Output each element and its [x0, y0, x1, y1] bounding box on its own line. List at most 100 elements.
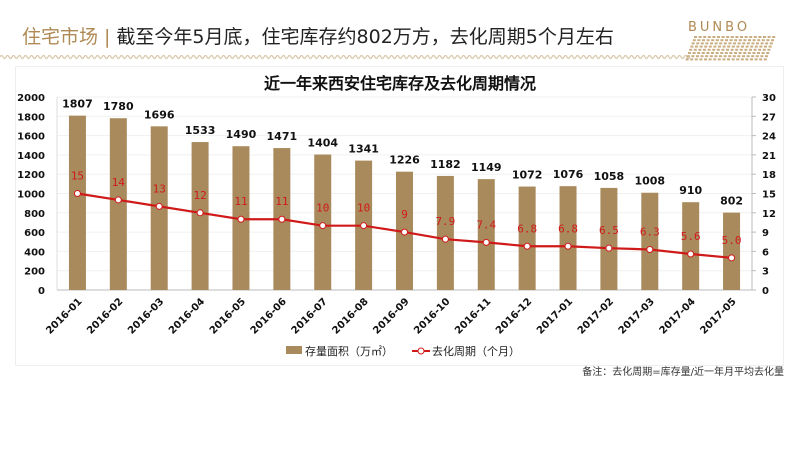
y-left-tick-label: 0	[38, 286, 45, 297]
y-left-tick-label: 400	[24, 247, 45, 258]
slide-header: 住宅市场 | 截至今年5月底，住宅库存约802万方，去化周期5个月左右	[22, 22, 614, 49]
bar	[559, 186, 577, 290]
bar	[109, 118, 127, 290]
bar-data-label: 1780	[103, 100, 134, 113]
separator: |	[104, 26, 111, 48]
line-point	[646, 245, 654, 253]
line-point	[441, 235, 449, 243]
bar	[477, 179, 495, 290]
x-tick-label: 2016-02	[85, 296, 125, 336]
line-data-label: 6.8	[517, 222, 537, 235]
line-data-label: 6.8	[558, 222, 578, 235]
bar-data-label: 802	[720, 195, 743, 208]
line-data-label: 13	[153, 182, 166, 195]
legend-bar-swatch	[286, 346, 302, 354]
y-right-tick-label: 27	[762, 112, 776, 123]
line-point	[196, 209, 204, 217]
y-left-tick-label: 1000	[17, 190, 45, 201]
line-point	[73, 190, 81, 197]
y-left-tick-label: 1400	[17, 151, 45, 162]
line-point	[319, 222, 327, 230]
line-data-label: 9	[401, 208, 408, 221]
y-right-tick-label: 12	[762, 209, 776, 220]
bar-data-label: 1404	[307, 137, 338, 150]
bar	[641, 192, 659, 290]
x-tick-label: 2016-07	[290, 296, 330, 336]
chart-title: 近一年来西安住宅库存及去化周期情况	[263, 74, 536, 93]
bar-data-label: 1533	[185, 124, 216, 137]
y-left-tick-label: 2000	[17, 93, 45, 104]
x-tick-label: 2016-08	[331, 296, 371, 336]
y-left-tick-label: 800	[24, 209, 45, 220]
line-data-label: 11	[234, 195, 247, 208]
y-left-tick-label: 600	[24, 228, 45, 239]
line-point	[564, 242, 572, 250]
line-point	[360, 222, 368, 230]
y-right-tick-label: 0	[762, 286, 769, 297]
y-left-tick-label: 1600	[17, 132, 45, 143]
line-data-label: 10	[357, 202, 370, 215]
line-data-label: 14	[112, 176, 126, 189]
bar	[68, 115, 86, 290]
x-tick-label: 2016-04	[167, 296, 207, 336]
line-point	[482, 238, 490, 246]
bar-data-label: 910	[679, 184, 702, 197]
bar-data-label: 1807	[62, 98, 93, 111]
x-tick-label: 2017-03	[617, 296, 657, 336]
chart-panel	[15, 66, 784, 366]
line-data-label: 12	[193, 189, 206, 202]
x-tick-label: 2016-10	[412, 296, 452, 336]
y-right-tick-label: 15	[762, 190, 776, 201]
y-right-tick-label: 18	[762, 170, 776, 181]
line-point	[728, 254, 736, 262]
x-tick-label: 2016-03	[126, 296, 166, 336]
line-point	[278, 215, 286, 223]
x-tick-label: 2016-11	[453, 296, 493, 336]
line-data-label: 15	[71, 170, 84, 183]
x-tick-label: 2016-01	[44, 296, 84, 336]
x-tick-label: 2017-04	[658, 296, 698, 336]
y-left-tick-label: 200	[24, 267, 45, 278]
line-data-label: 5.0	[722, 234, 742, 247]
logo: BUNBO	[688, 20, 751, 35]
legend-bar-label: 存量面积（万㎡）	[305, 344, 393, 358]
line-data-label: 10	[316, 202, 329, 215]
y-right-tick-label: 9	[762, 228, 769, 239]
line-point	[237, 215, 245, 223]
bar-data-label: 1076	[553, 168, 584, 181]
line-point	[523, 242, 531, 250]
bar-data-label: 1182	[430, 158, 461, 171]
headline: 截至今年5月底，住宅库存约802万方，去化周期5个月左右	[116, 26, 614, 48]
bar	[723, 212, 741, 290]
line-point	[155, 202, 163, 210]
section-label: 住宅市场	[22, 26, 99, 48]
bar-data-label: 1341	[348, 143, 379, 156]
y-right-tick-label: 21	[762, 151, 776, 162]
y-left-tick-label: 1800	[17, 112, 45, 123]
bar-data-label: 1149	[471, 161, 502, 174]
x-tick-label: 2016-12	[494, 296, 534, 336]
line-data-label: 7.4	[476, 218, 496, 231]
legend-line-label: 去化周期（个月）	[432, 344, 520, 358]
footnote: 备注：去化周期=库存量/近一年月平均去化量	[582, 367, 784, 378]
bar-data-label: 1490	[226, 128, 257, 141]
logo-mosaic-icon	[685, 36, 776, 61]
legend-line-marker	[417, 347, 425, 355]
bar	[518, 186, 536, 290]
y-left-tick-label: 1200	[17, 170, 45, 181]
bar-data-label: 1008	[634, 175, 665, 188]
bar-data-label: 1696	[144, 108, 175, 121]
y-right-tick-label: 24	[762, 132, 776, 143]
line-point	[605, 244, 613, 252]
y-right-tick-label: 30	[762, 93, 776, 104]
line-point	[114, 196, 122, 204]
line-data-label: 7.9	[435, 215, 455, 228]
bar-data-label: 1226	[389, 154, 420, 167]
line-point	[401, 228, 408, 236]
x-tick-label: 2016-09	[371, 296, 411, 336]
bar-data-label: 1471	[267, 130, 298, 143]
bar-data-label: 1058	[594, 170, 625, 183]
x-tick-label: 2017-02	[576, 296, 616, 336]
line-data-label: 5.6	[681, 230, 701, 243]
